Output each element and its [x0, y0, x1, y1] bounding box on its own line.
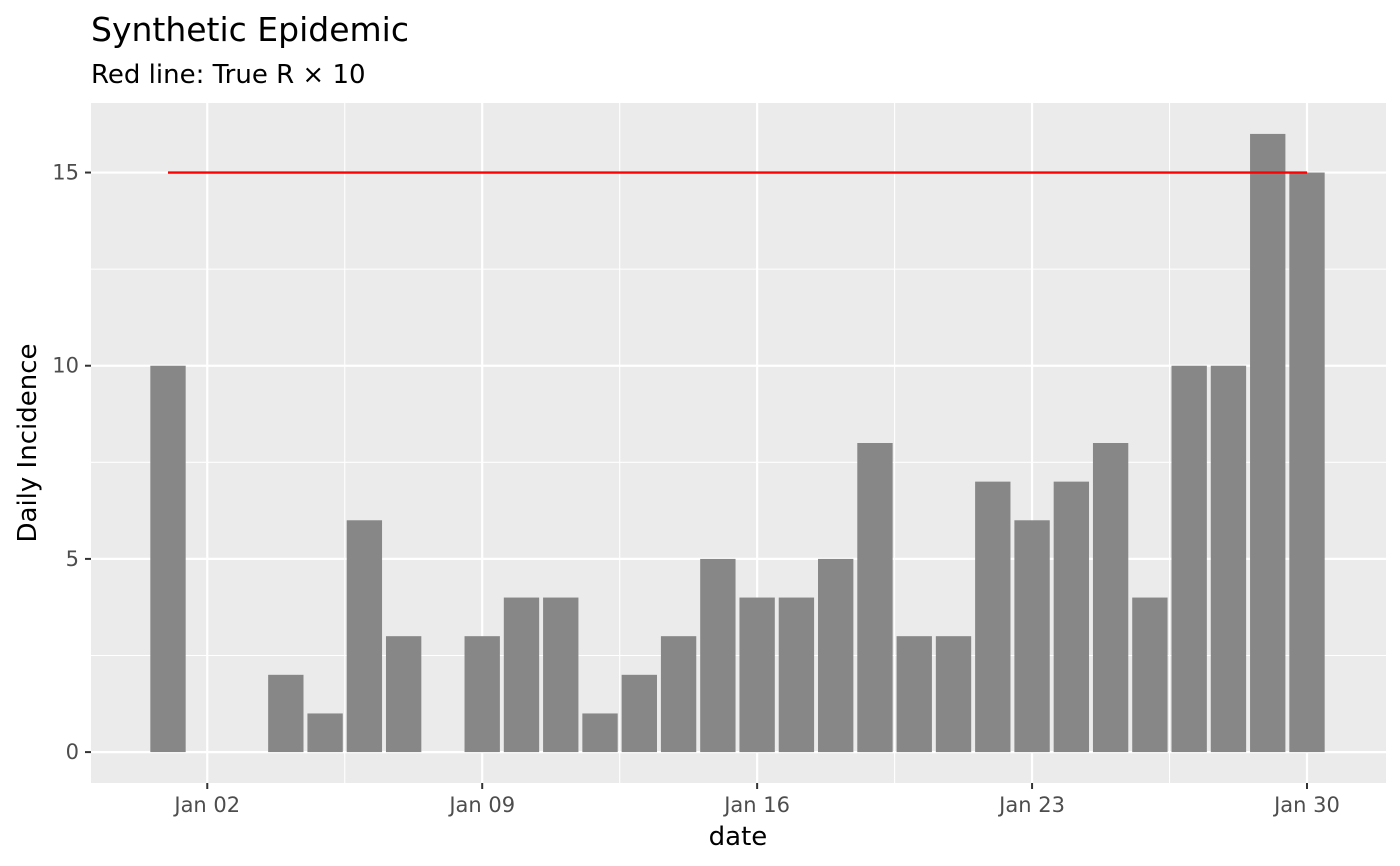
- bar: [1210, 365, 1247, 753]
- x-axis-title: date: [709, 822, 768, 852]
- y-tick-label: 10: [52, 354, 79, 378]
- bar: [739, 597, 775, 753]
- bar: [1053, 481, 1090, 753]
- x-tick-label: Jan 23: [997, 793, 1065, 817]
- x-tick-label: Jan 16: [722, 793, 790, 817]
- x-tick-label: Jan 02: [172, 793, 240, 817]
- bar: [1289, 172, 1325, 753]
- bar: [150, 365, 186, 753]
- x-tick-label: Jan 30: [1272, 793, 1340, 817]
- y-tick-label: 0: [66, 740, 79, 764]
- bar: [896, 636, 932, 753]
- minor-gridlines: [91, 103, 1386, 783]
- bar: [543, 597, 579, 753]
- bar: [660, 636, 697, 753]
- y-axis: 0 5 10 15: [52, 161, 91, 764]
- bar: [1092, 443, 1129, 753]
- y-axis-title: Daily Incidence: [13, 344, 43, 543]
- bar: [700, 558, 736, 753]
- x-axis: Jan 02 Jan 09 Jan 16 Jan 23 Jan 30: [172, 783, 1340, 817]
- chart-title: Synthetic Epidemic: [91, 10, 409, 49]
- x-tick-label: Jan 09: [447, 793, 515, 817]
- bar: [818, 558, 854, 753]
- bar: [503, 597, 540, 753]
- bar: [268, 674, 304, 753]
- y-tick-label: 15: [52, 161, 79, 185]
- bar: [1250, 133, 1286, 753]
- bar: [346, 520, 383, 753]
- bar: [935, 636, 972, 753]
- bar: [1171, 365, 1207, 753]
- plot-panel: [91, 103, 1386, 783]
- bar: [1132, 597, 1168, 753]
- bar: [778, 597, 815, 753]
- y-tick-label: 5: [66, 547, 79, 571]
- bar: [975, 481, 1011, 753]
- bar: [857, 443, 893, 753]
- chart-subtitle: Red line: True R × 10: [91, 60, 366, 90]
- bar: [464, 636, 500, 753]
- bar: [385, 636, 422, 753]
- bar: [582, 713, 618, 753]
- bar: [621, 674, 657, 753]
- bar: [1014, 520, 1050, 753]
- bar-series: [150, 133, 1325, 753]
- bar: [307, 713, 343, 753]
